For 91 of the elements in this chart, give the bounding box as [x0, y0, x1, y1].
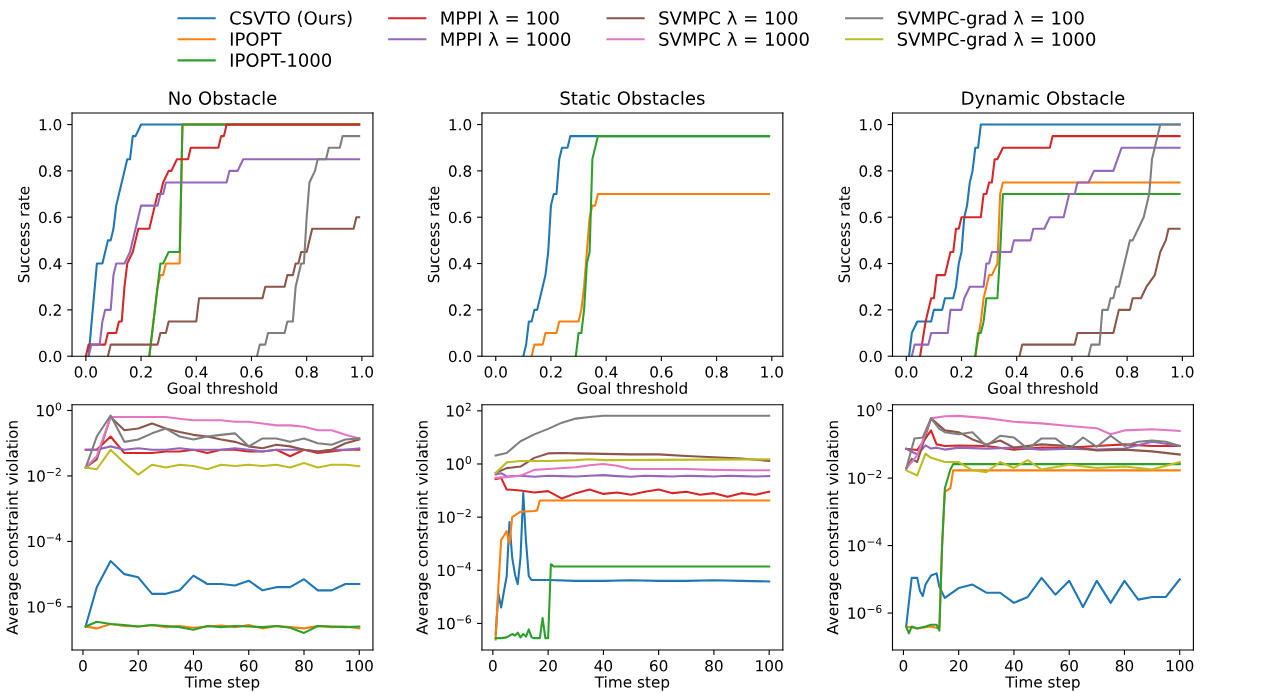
x-tick-label: 0.8 — [705, 366, 728, 378]
x-tick-label: 0.6 — [1060, 366, 1084, 378]
y-tick-label: 1.0 — [860, 119, 882, 131]
y-tick-label: 0.0 — [39, 350, 62, 363]
x-axis-title: Goal threshold — [988, 382, 1098, 394]
x-tick-label: 1.0 — [761, 366, 783, 378]
y-tick-label: 10$^{−2}$ — [848, 470, 882, 485]
x-tick-label: 80 — [1115, 660, 1134, 672]
x-tick-label: 0.0 — [895, 366, 918, 378]
y-axis-title: Success rate — [838, 186, 850, 283]
y-tick-label: 10$^{0}$ — [447, 455, 472, 470]
x-tick-label: 40 — [184, 660, 203, 672]
x-tick-label: 0.4 — [595, 366, 618, 378]
legend-label: SVMPC-grad λ = 100 — [897, 10, 1084, 29]
y-tick-label: 10$^{−4}$ — [848, 537, 882, 552]
y-tick-label: 0.6 — [39, 211, 62, 224]
x-tick-label: 20 — [539, 660, 557, 672]
y-tick-label: 0.4 — [448, 258, 472, 270]
legend-label: MPPI λ = 1000 — [441, 31, 571, 46]
x-tick-label: 0.0 — [74, 366, 97, 378]
legend-label: SVMPC-grad λ = 1000 — [897, 31, 1096, 50]
x-tick-label: 0.4 — [185, 366, 208, 378]
legend-label: SVMPC λ = 1000 — [659, 31, 809, 46]
x-tick-label: 0.4 — [1005, 366, 1029, 378]
y-tick-label: 0.4 — [859, 258, 882, 270]
y-axis-title: Average constraint violation — [6, 421, 21, 635]
chart-title: No Obstacle — [169, 90, 277, 105]
y-tick-label: 10$^{2}$ — [447, 402, 471, 417]
x-tick-label: 100 — [756, 660, 783, 672]
x-tick-label: 60 — [650, 660, 668, 672]
x-axis-title: Goal threshold — [167, 382, 277, 394]
x-tick-label: 80 — [295, 660, 313, 672]
y-tick-label: 10$^{−4}$ — [438, 562, 472, 577]
y-axis-title: Average constraint violation — [826, 421, 842, 635]
chart-title: Dynamic Obstacle — [962, 90, 1125, 109]
y-tick-label: 0.8 — [859, 165, 882, 177]
x-tick-label: 0.2 — [950, 366, 973, 378]
legend-label: MPPI λ = 100 — [441, 10, 559, 25]
x-tick-label: 60 — [240, 660, 258, 672]
chart-title: Static Obstacles — [560, 90, 705, 105]
y-axis-title: Success rate — [427, 186, 440, 283]
y-tick-label: 10$^{−2}$ — [28, 467, 61, 482]
y-tick-label: 1.0 — [39, 119, 62, 131]
x-tick-label: 60 — [1060, 660, 1078, 672]
x-axis-title: Time step — [594, 675, 670, 691]
y-tick-label: 0.4 — [39, 258, 62, 270]
x-tick-label: 0 — [489, 660, 497, 672]
y-tick-label: 0.8 — [39, 165, 62, 177]
x-axis-title: Time step — [184, 675, 260, 691]
y-tick-label: 10$^{−2}$ — [438, 509, 471, 524]
x-tick-label: 0.0 — [484, 366, 507, 378]
y-tick-label: 0.6 — [859, 211, 882, 224]
x-tick-label: 20 — [129, 660, 147, 672]
x-tick-label: 0.2 — [129, 366, 152, 378]
y-tick-label: 10$^{0}$ — [857, 402, 882, 417]
x-tick-label: 0 — [899, 660, 908, 672]
x-axis-title: Time step — [1005, 675, 1080, 691]
y-axis-title: Average constraint violation — [415, 421, 431, 635]
x-tick-label: 0.2 — [539, 366, 562, 378]
y-tick-label: 0.6 — [448, 211, 472, 224]
x-tick-label: 100 — [346, 660, 373, 672]
legend-label: IPOPT — [230, 32, 282, 46]
x-tick-label: 40 — [594, 660, 613, 672]
y-tick-label: 10$^{−6}$ — [438, 615, 471, 630]
y-tick-label: 10$^{−6}$ — [28, 598, 62, 613]
legend-label: IPOPT-1000 — [230, 53, 332, 67]
x-tick-label: 0.8 — [295, 366, 318, 378]
x-tick-label: 100 — [1166, 660, 1194, 672]
x-tick-label: 0.6 — [240, 366, 263, 378]
y-tick-label: 0.2 — [39, 304, 61, 316]
x-axis-title: Goal threshold — [577, 382, 687, 394]
legend-label: CSVTO (Ours) — [230, 10, 352, 27]
y-axis-title: Success rate — [17, 186, 30, 283]
y-tick-label: 10$^{−4}$ — [28, 533, 62, 548]
x-tick-label: 40 — [1004, 660, 1023, 672]
y-tick-label: 10$^{0}$ — [37, 402, 62, 417]
x-tick-label: 0.6 — [650, 366, 673, 378]
x-tick-label: 1.0 — [1171, 366, 1194, 378]
x-tick-label: 80 — [705, 660, 723, 672]
x-tick-label: 0.8 — [1116, 366, 1139, 378]
y-tick-label: 10$^{−6}$ — [848, 604, 882, 619]
x-tick-label: 20 — [950, 660, 968, 672]
legend-label: SVMPC λ = 100 — [659, 10, 798, 25]
y-tick-label: 1.0 — [449, 119, 472, 131]
y-tick-label: 0.2 — [859, 304, 882, 316]
y-tick-label: 0.0 — [859, 350, 882, 363]
y-tick-label: 0.0 — [448, 350, 472, 363]
y-tick-label: 0.2 — [448, 304, 471, 316]
y-tick-label: 0.8 — [448, 165, 472, 177]
x-tick-label: 0 — [79, 660, 87, 672]
x-tick-label: 1.0 — [351, 366, 374, 378]
